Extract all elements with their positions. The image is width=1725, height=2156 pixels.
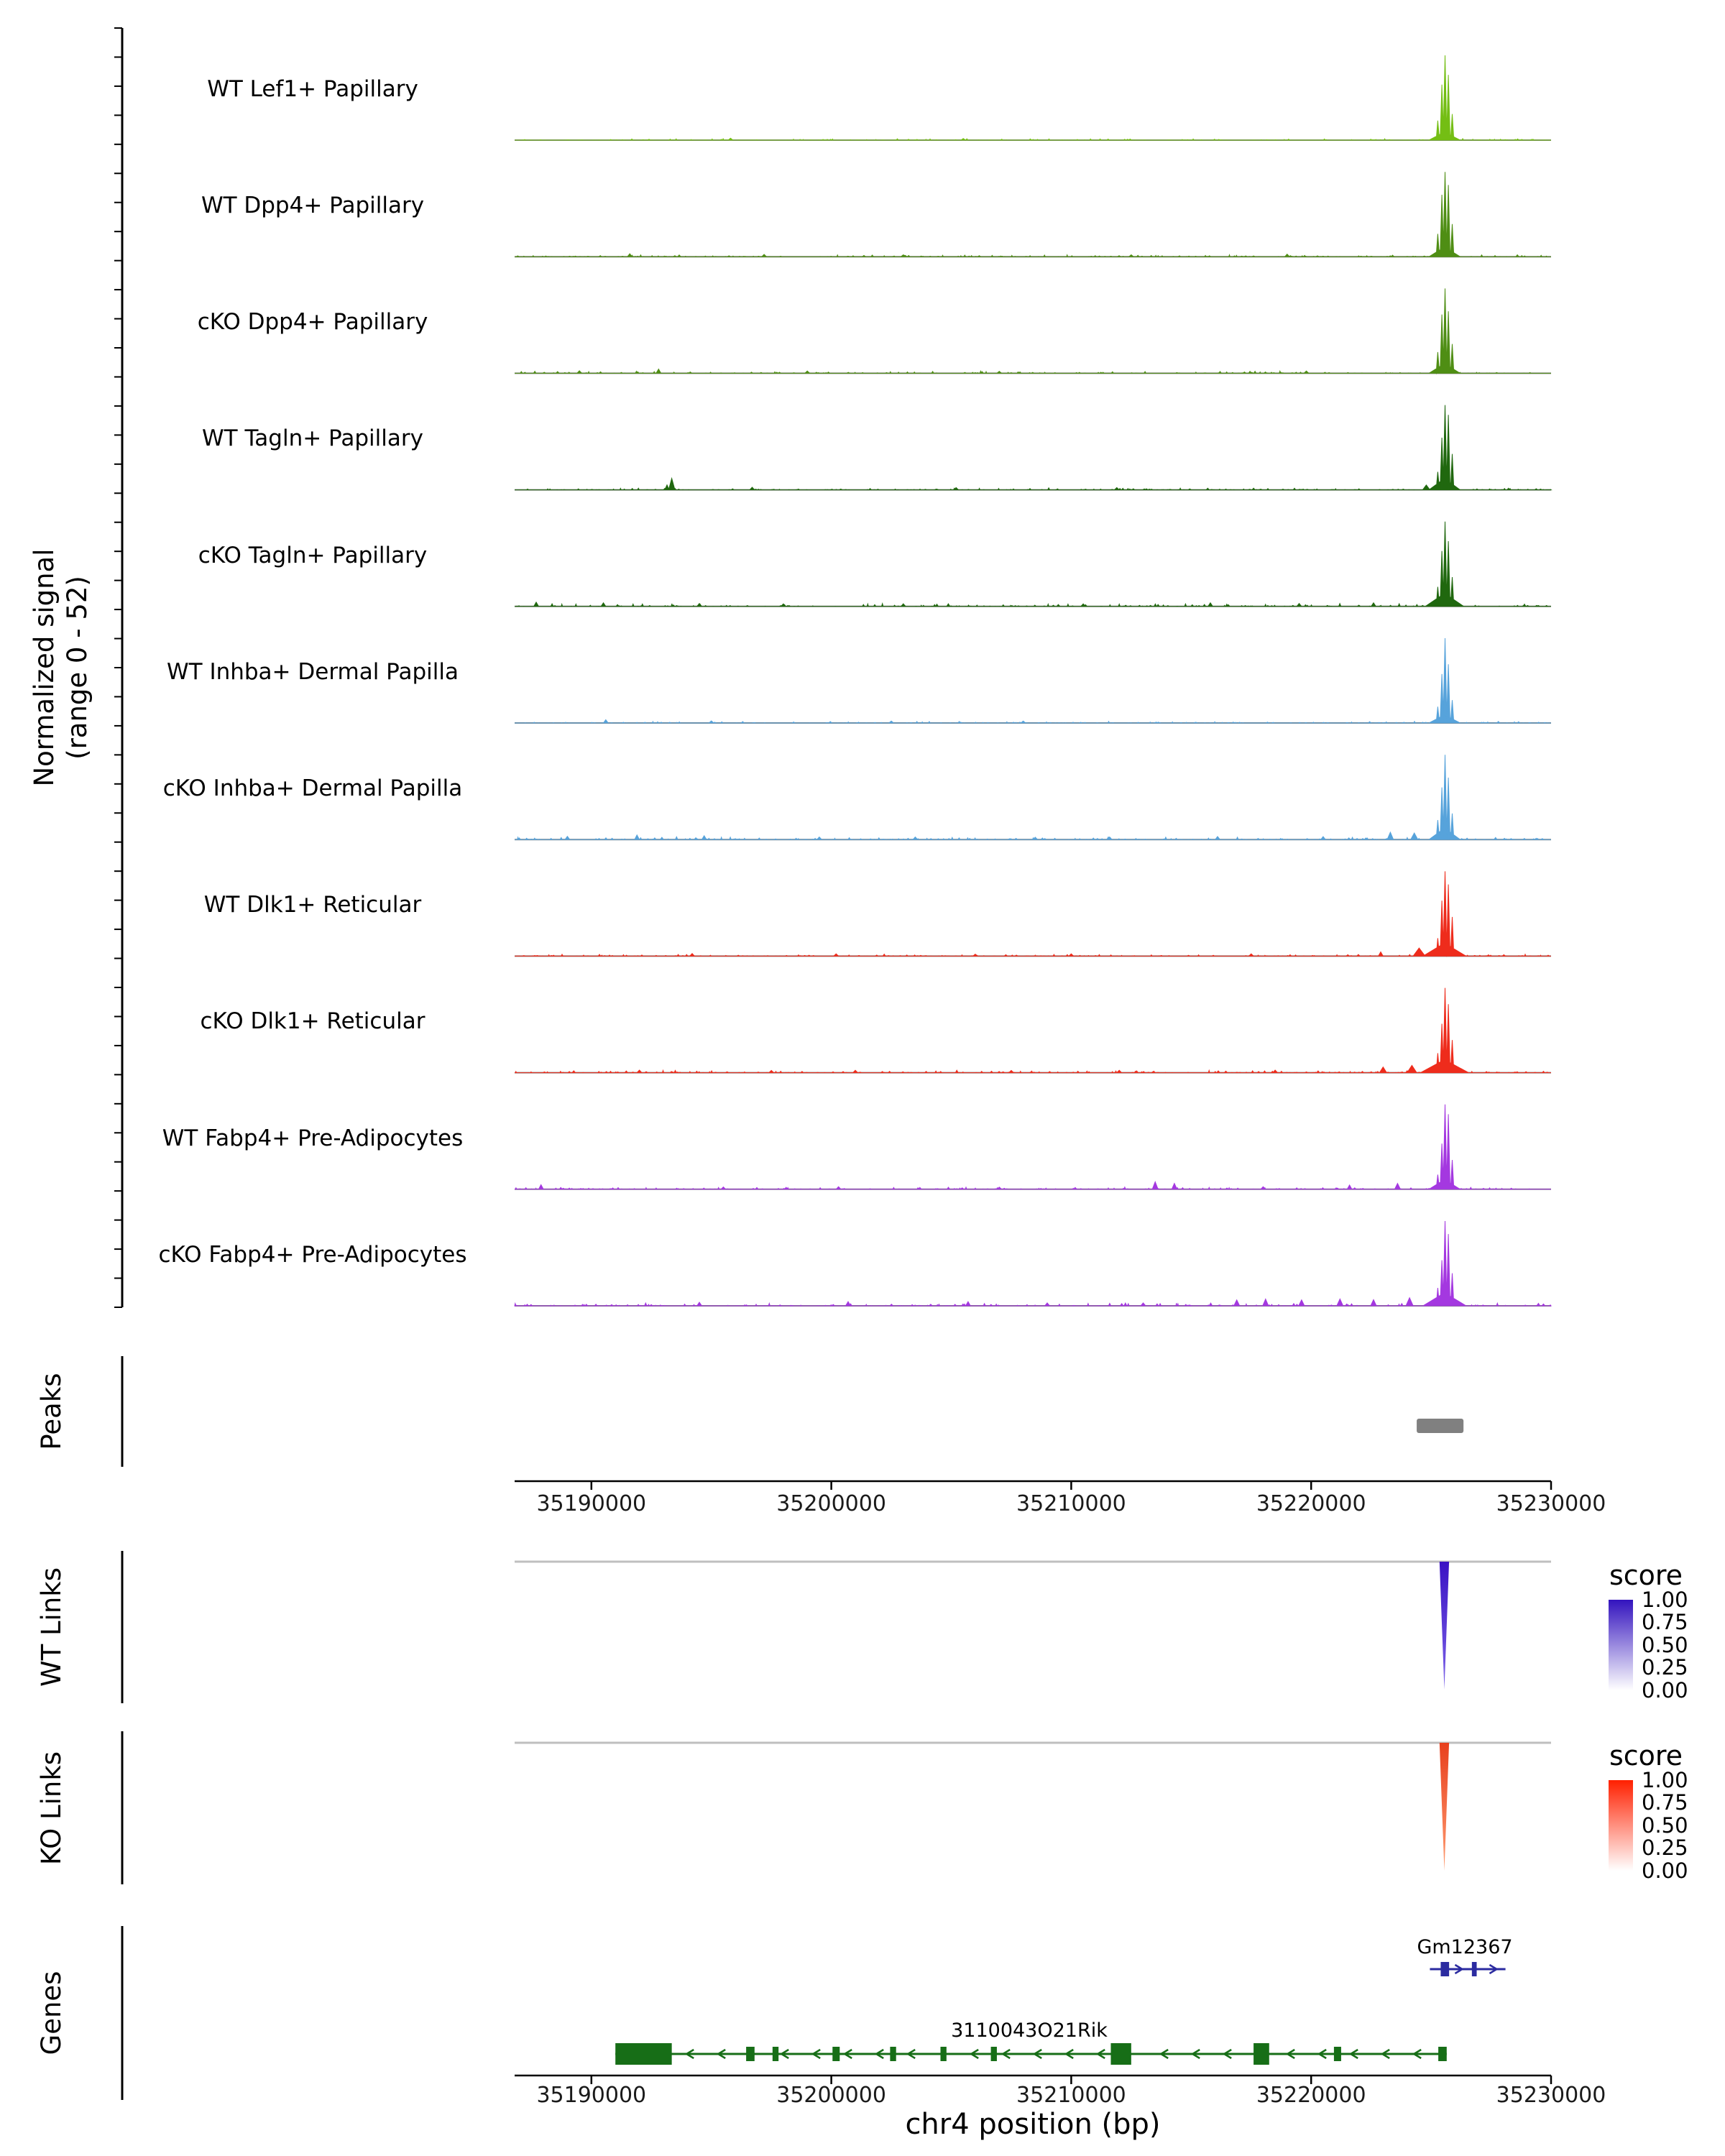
x-axis-title: chr4 position (bp) bbox=[905, 2108, 1161, 2141]
track-label-wt-inhba-dermal-papilla: WT Inhba+ Dermal Papilla bbox=[167, 659, 459, 685]
gene-label-3110043o21rik: 3110043O21Rik bbox=[951, 2019, 1108, 2042]
signal-track bbox=[515, 521, 1551, 607]
x-tick-label-upper: 35220000 bbox=[1256, 1491, 1366, 1516]
x-tick-label-lower: 35220000 bbox=[1256, 2083, 1366, 2108]
track-label-wt-dlk1-reticular: WT Dlk1+ Reticular bbox=[203, 892, 422, 918]
signal-axis-title-line1: Normalized signal bbox=[29, 548, 60, 787]
ko-score-legend-gradient bbox=[1609, 1780, 1633, 1871]
signal-track bbox=[515, 288, 1551, 375]
signal-track bbox=[515, 55, 1551, 141]
link-arc bbox=[1439, 1743, 1450, 1871]
signal-track bbox=[515, 987, 1551, 1074]
wt-score-legend-gradient bbox=[1609, 1600, 1633, 1690]
x-tick-label-lower: 35230000 bbox=[1496, 2083, 1606, 2108]
x-tick-label-lower: 35210000 bbox=[1016, 2083, 1126, 2108]
ko-legend-tick: 0.00 bbox=[1642, 1858, 1688, 1883]
track-label-cko-tagln-papillary: cKO Tagln+ Papillary bbox=[198, 543, 428, 568]
x-tick-label-upper: 35230000 bbox=[1496, 1491, 1606, 1516]
ko-legend-tick: 0.50 bbox=[1642, 1813, 1688, 1838]
x-tick-label-upper: 35210000 bbox=[1016, 1491, 1126, 1516]
wt-legend-tick: 0.75 bbox=[1642, 1610, 1688, 1634]
peaks-section-label: Peaks bbox=[36, 1373, 67, 1450]
track-label-wt-tagln-papillary: WT Tagln+ Papillary bbox=[202, 425, 423, 451]
x-tick-label-upper: 35190000 bbox=[536, 1491, 647, 1516]
signal-track bbox=[514, 1220, 1552, 1307]
ko-legend-tick: 0.25 bbox=[1642, 1835, 1688, 1860]
x-tick-label-lower: 35200000 bbox=[776, 2083, 886, 2108]
track-label-cko-dpp4-papillary: cKO Dpp4+ Papillary bbox=[197, 309, 428, 335]
x-tick-label-lower: 35190000 bbox=[536, 2083, 647, 2108]
wt-legend-tick: 0.25 bbox=[1642, 1655, 1688, 1680]
wt-legend-tick: 1.00 bbox=[1642, 1588, 1688, 1612]
track-label-cko-fabp4-pre-adipocytes: cKO Fabp4+ Pre-Adipocytes bbox=[158, 1242, 467, 1268]
signal-track bbox=[515, 1104, 1551, 1190]
signal-track bbox=[515, 637, 1551, 724]
gene-model bbox=[1430, 1962, 1506, 1976]
ko-legend-tick: 0.75 bbox=[1642, 1790, 1688, 1815]
gene-label-gm12367: Gm12367 bbox=[1417, 1936, 1513, 1958]
signal-track bbox=[515, 172, 1551, 258]
track-label-cko-inhba-dermal-papilla: cKO Inhba+ Dermal Papilla bbox=[162, 775, 463, 801]
gene-model bbox=[615, 2043, 1447, 2065]
signal-axis-title: Normalized signal (range 0 - 52) bbox=[28, 548, 94, 786]
ko-score-legend-title: score bbox=[1609, 1740, 1683, 1772]
track-label-wt-lef1-papillary: WT Lef1+ Papillary bbox=[207, 76, 418, 102]
signal-track bbox=[515, 405, 1552, 491]
x-tick-label-upper: 35200000 bbox=[776, 1491, 886, 1516]
signal-track bbox=[515, 755, 1551, 841]
genes-section-label: Genes bbox=[36, 1971, 67, 2055]
peak-region bbox=[1417, 1419, 1464, 1433]
link-arc bbox=[1439, 1562, 1450, 1690]
ko-links-section-label: KO Links bbox=[36, 1751, 67, 1866]
wt-links-section-label: WT Links bbox=[36, 1567, 67, 1687]
wt-score-legend-title: score bbox=[1609, 1560, 1683, 1591]
wt-legend-tick: 0.00 bbox=[1642, 1678, 1688, 1703]
signal-track bbox=[515, 871, 1551, 957]
ko-legend-tick: 1.00 bbox=[1642, 1768, 1688, 1792]
wt-legend-tick: 0.50 bbox=[1642, 1633, 1688, 1657]
track-label-cko-dlk1-reticular: cKO Dlk1+ Reticular bbox=[200, 1008, 426, 1034]
track-label-wt-dpp4-papillary: WT Dpp4+ Papillary bbox=[201, 193, 425, 218]
track-label-wt-fabp4-pre-adipocytes: WT Fabp4+ Pre-Adipocytes bbox=[162, 1125, 464, 1151]
